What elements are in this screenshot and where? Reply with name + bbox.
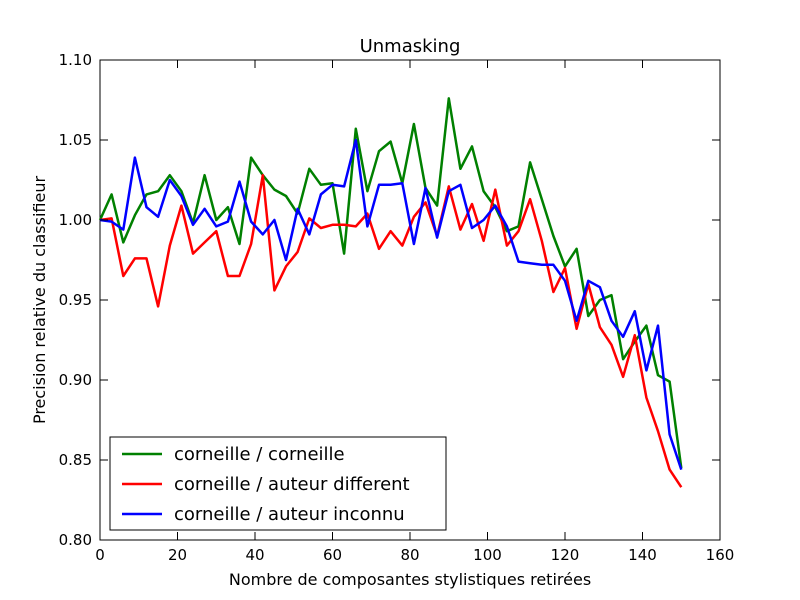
y-tick-label: 0.80 — [59, 531, 92, 549]
x-tick-label: 120 — [551, 546, 580, 564]
y-tick-label: 0.95 — [59, 291, 92, 309]
x-tick-label: 140 — [628, 546, 657, 564]
y-tick-label: 1.05 — [59, 131, 92, 149]
series-line-1 — [99, 173, 683, 488]
y-tick-label: 0.90 — [59, 371, 92, 389]
series-line-2 — [99, 138, 683, 470]
x-axis-label: Nombre de composantes stylistiques retir… — [229, 570, 591, 589]
x-tick-label: 60 — [323, 546, 342, 564]
chart-title: Unmasking — [360, 36, 461, 57]
x-tick-label: 0 — [95, 546, 105, 564]
y-axis-label: Precision relative du classifieur — [30, 176, 49, 425]
y-tick-label: 0.85 — [59, 451, 92, 469]
x-tick-label: 40 — [245, 546, 264, 564]
y-tick-label: 1.00 — [59, 211, 92, 229]
ticks-layer: 0 20 40 60 80 100 120 140 160 0.80 0.85 0.90 0.95 1.0… — [59, 51, 735, 564]
legend-frame — [109, 436, 447, 531]
x-tick-label: 100 — [473, 546, 502, 564]
legend-label-2: corneille / auteur inconnu — [174, 504, 405, 525]
x-tick-label: 160 — [706, 546, 735, 564]
x-tick-label: 80 — [400, 546, 419, 564]
legend-label-0: corneille / corneille — [174, 444, 345, 465]
legend-label-1: corneille / auteur different — [174, 474, 410, 495]
x-tick-label: 20 — [168, 546, 187, 564]
legend: corneille / corneille corneille / auteur … — [109, 436, 447, 531]
series-layer — [98, 97, 683, 488]
y-tick-label: 1.10 — [59, 51, 92, 69]
